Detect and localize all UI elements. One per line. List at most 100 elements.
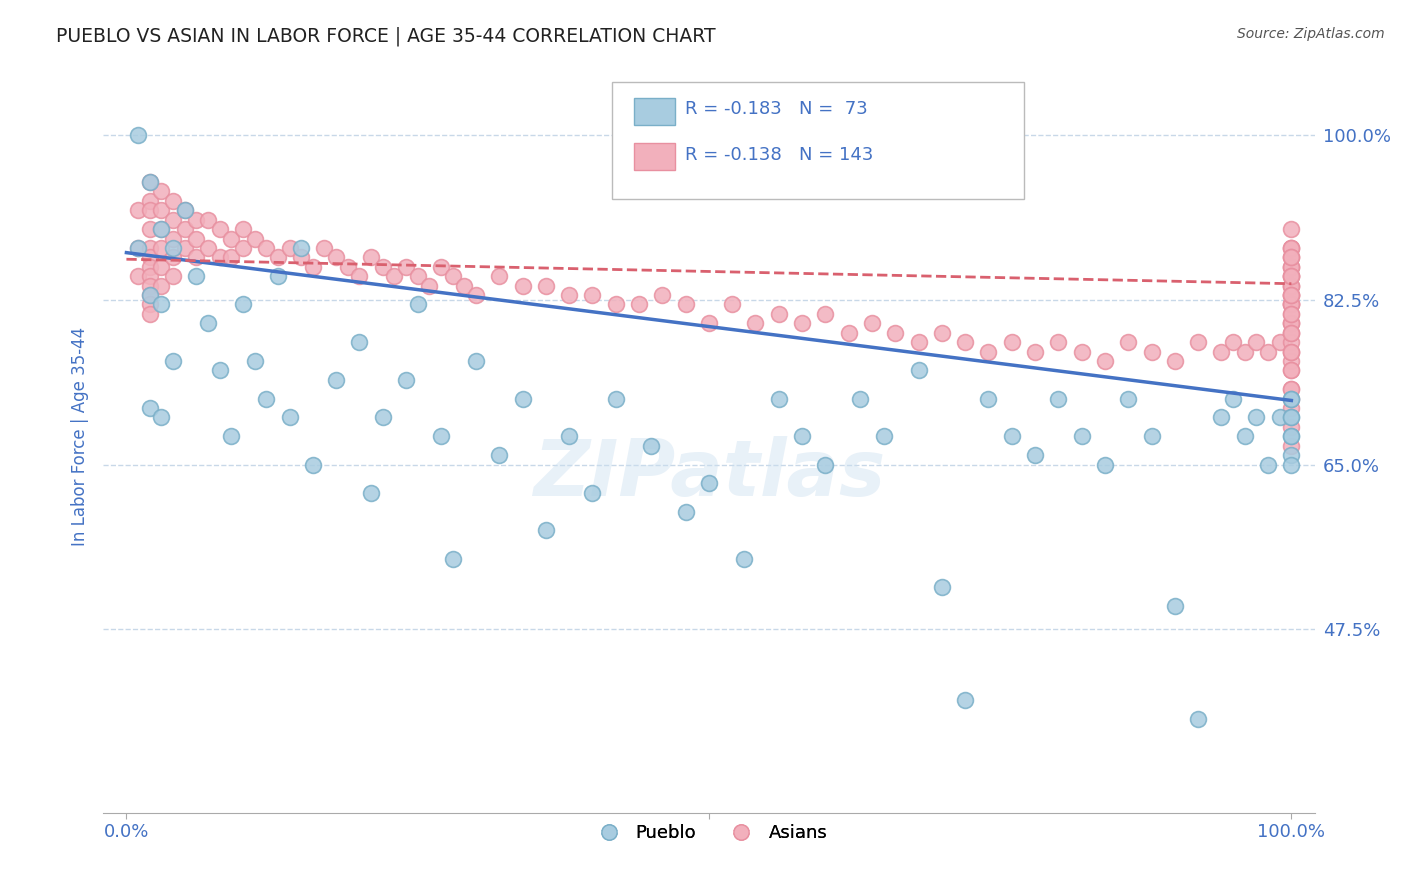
Point: [581, 485, 603, 500]
Point: [430, 260, 453, 274]
Point: [1279, 307, 1302, 321]
Point: [301, 260, 323, 274]
Point: [162, 269, 184, 284]
Point: [1070, 344, 1092, 359]
Point: [138, 175, 160, 189]
Point: [186, 212, 208, 227]
Point: [382, 269, 405, 284]
Point: [1279, 260, 1302, 274]
Point: [605, 297, 627, 311]
Point: [1279, 241, 1302, 255]
Point: [150, 222, 173, 236]
Point: [150, 410, 173, 425]
Point: [814, 307, 837, 321]
Point: [232, 241, 254, 255]
Text: R = -0.138   N = 143: R = -0.138 N = 143: [685, 145, 873, 163]
Point: [441, 551, 464, 566]
Point: [186, 251, 208, 265]
Point: [406, 297, 429, 311]
Point: [360, 485, 382, 500]
Point: [1279, 297, 1302, 311]
Point: [1279, 269, 1302, 284]
Point: [127, 241, 149, 255]
Point: [512, 278, 534, 293]
Point: [1279, 363, 1302, 377]
Point: [441, 269, 464, 284]
Point: [243, 231, 266, 245]
Point: [1279, 316, 1302, 330]
Text: ZIPatlas: ZIPatlas: [533, 436, 884, 512]
Point: [1279, 392, 1302, 406]
Point: [349, 269, 371, 284]
Point: [1279, 326, 1302, 340]
Point: [1246, 410, 1268, 425]
Point: [1268, 335, 1291, 350]
Point: [1279, 363, 1302, 377]
Point: [884, 326, 907, 340]
FancyBboxPatch shape: [634, 98, 675, 125]
Point: [138, 194, 160, 208]
Point: [150, 297, 173, 311]
Point: [232, 222, 254, 236]
Point: [1233, 429, 1256, 443]
Point: [581, 288, 603, 302]
Point: [325, 373, 347, 387]
Point: [138, 269, 160, 284]
Point: [1279, 251, 1302, 265]
Point: [290, 251, 312, 265]
Point: [371, 260, 394, 274]
Point: [267, 251, 290, 265]
Point: [162, 231, 184, 245]
Point: [430, 429, 453, 443]
Point: [138, 401, 160, 415]
Point: [360, 251, 382, 265]
Point: [336, 260, 359, 274]
Point: [1140, 429, 1163, 443]
Point: [127, 203, 149, 218]
Point: [790, 429, 813, 443]
Text: Source: ZipAtlas.com: Source: ZipAtlas.com: [1237, 27, 1385, 41]
Point: [1279, 297, 1302, 311]
Point: [534, 278, 557, 293]
Point: [1279, 278, 1302, 293]
Point: [464, 288, 486, 302]
Point: [464, 354, 486, 368]
Point: [721, 297, 744, 311]
Point: [1279, 307, 1302, 321]
Point: [290, 241, 312, 255]
Point: [349, 335, 371, 350]
Point: [1279, 392, 1302, 406]
Point: [1279, 401, 1302, 415]
Point: [453, 278, 475, 293]
Point: [1279, 269, 1302, 284]
Point: [219, 429, 242, 443]
Point: [1001, 429, 1024, 443]
Point: [1211, 410, 1233, 425]
Point: [1279, 278, 1302, 293]
Point: [173, 203, 195, 218]
Point: [1279, 269, 1302, 284]
Point: [173, 203, 195, 218]
Point: [977, 344, 1000, 359]
Point: [1279, 260, 1302, 274]
Point: [1279, 344, 1302, 359]
Point: [1268, 410, 1291, 425]
Point: [232, 297, 254, 311]
Point: [138, 203, 160, 218]
Point: [675, 505, 697, 519]
Point: [1279, 288, 1302, 302]
Point: [534, 524, 557, 538]
Point: [371, 410, 394, 425]
Point: [605, 392, 627, 406]
Point: [1094, 354, 1116, 368]
Point: [488, 269, 510, 284]
Point: [697, 476, 720, 491]
Point: [219, 231, 242, 245]
Point: [208, 222, 231, 236]
Point: [150, 203, 173, 218]
Point: [931, 580, 953, 594]
Point: [1279, 410, 1302, 425]
Point: [254, 392, 277, 406]
Point: [1279, 392, 1302, 406]
Point: [1222, 392, 1244, 406]
